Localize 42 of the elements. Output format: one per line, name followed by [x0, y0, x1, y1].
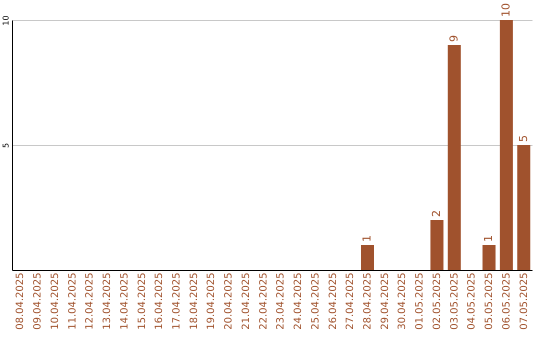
bar [500, 20, 513, 270]
bar [448, 45, 461, 270]
x-tick-label: 13.04.2025 [102, 272, 114, 330]
x-tick-label: 03.05.2025 [449, 272, 460, 330]
x-tick-label: 26.04.2025 [328, 272, 339, 330]
x-tick-label: 05.05.2025 [484, 272, 496, 330]
x-tick-label: 06.05.2025 [501, 272, 512, 330]
x-tick-label: 30.04.2025 [397, 272, 408, 330]
x-tick-label: 24.04.2025 [293, 272, 304, 330]
bar [482, 245, 496, 270]
x-tick-label: 21.04.2025 [240, 272, 252, 330]
x-tick-label: 14.04.2025 [119, 272, 130, 330]
x-tick-label: 27.04.2025 [345, 272, 356, 330]
x-tick-label: 01.05.2025 [414, 272, 426, 330]
x-tick-label: 16.04.2025 [154, 272, 166, 330]
data-label: 9 [447, 35, 460, 42]
x-tick-label: 11.04.2025 [67, 272, 78, 330]
data-label: 1 [482, 235, 496, 242]
x-tick-label: 25.04.2025 [310, 272, 322, 330]
x-tick-label: 09.04.2025 [32, 272, 44, 330]
x-tick-label: 22.04.2025 [258, 272, 270, 330]
x-tick-label: 18.04.2025 [188, 272, 200, 330]
x-tick-label: 23.04.2025 [276, 272, 287, 330]
data-label: 5 [516, 135, 530, 142]
x-tick-label: 08.04.2025 [15, 272, 26, 330]
x-tick-label: 15.04.2025 [136, 272, 148, 330]
x-tick-label: 29.04.2025 [380, 272, 391, 330]
x-tick-label: 19.04.2025 [206, 272, 218, 330]
x-tick-label: 02.05.2025 [432, 272, 443, 330]
bar [517, 145, 530, 270]
x-tick-label: 28.04.2025 [362, 272, 374, 330]
data-label: 2 [430, 210, 443, 217]
x-tick-label: 12.04.2025 [84, 272, 96, 330]
data-label: 10 [499, 3, 512, 17]
x-tick-label: 20.04.2025 [224, 272, 235, 330]
x-tick-label: 07.05.2025 [518, 272, 530, 330]
data-label: 1 [360, 235, 374, 242]
bar [360, 245, 374, 270]
x-tick-label: 10.04.2025 [50, 272, 61, 330]
bar [430, 220, 444, 270]
x-tick-label: 04.05.2025 [466, 272, 478, 330]
x-tick-label: 17.04.2025 [172, 272, 183, 330]
